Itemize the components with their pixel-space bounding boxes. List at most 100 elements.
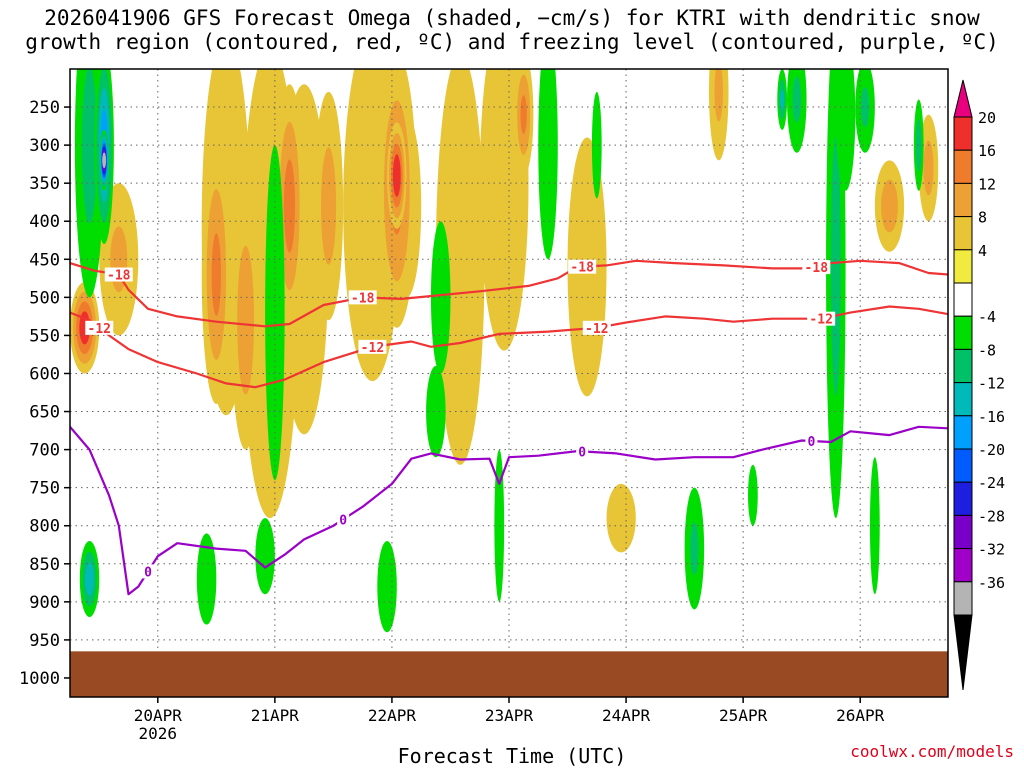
- omega-cell: [377, 540, 397, 633]
- contour-label: 0: [808, 435, 816, 450]
- omega-contour-fill: [538, 69, 558, 260]
- ground-layer: [70, 651, 948, 697]
- colorbar-label: 16: [978, 142, 996, 160]
- omega-contour-fill: [923, 140, 934, 196]
- x-tick-label: 24APR: [602, 706, 651, 725]
- contour-label: 0: [339, 513, 347, 528]
- omega-cell: [255, 518, 275, 595]
- omega-cell: [874, 160, 905, 252]
- colorbar-swatch: [953, 348, 973, 384]
- omega-cell: [826, 69, 846, 519]
- omega-cell: [313, 91, 344, 321]
- omega-cell: [99, 129, 110, 191]
- colorbar-swatch: [953, 548, 973, 583]
- omega-cell: [777, 69, 788, 130]
- contour-label-bg: [582, 320, 611, 335]
- omega-contour-fill: [748, 464, 758, 526]
- y-tick-label: 500: [29, 288, 60, 308]
- omega-contour-fill: [860, 87, 870, 127]
- colorbar-swatch: [953, 216, 973, 251]
- omega-shading: [70, 69, 939, 633]
- contour-label-bg: [358, 339, 387, 354]
- colorbar-label: -32: [978, 541, 1005, 559]
- y-axis: 250 300 350 400 450 500 550 600 650 700 750 800 850 9…: [19, 98, 70, 689]
- colorbar-label: 20: [978, 109, 996, 127]
- omega-contour-fill: [830, 137, 841, 397]
- omega-contour-fill: [320, 147, 337, 265]
- colorbar-swatch: [953, 448, 973, 483]
- omega-cell: [70, 282, 100, 374]
- y-tick-label: 650: [29, 403, 60, 423]
- omega-contour-fill: [690, 522, 699, 575]
- y-tick-label: 600: [29, 364, 60, 384]
- contour-label-bg: [802, 260, 831, 275]
- contour-label: -18: [805, 261, 829, 276]
- contour-label-bg: [348, 290, 377, 305]
- colorbar-swatch: [953, 249, 973, 284]
- x-tick-label: 21APR: [251, 706, 300, 725]
- omega-contour-fill: [435, 69, 485, 465]
- omega-cell: [869, 457, 880, 595]
- colorbar-swatch: [953, 481, 973, 516]
- colorbar-swatch: [953, 315, 973, 350]
- credit-text: coolwx.com/models: [850, 742, 1014, 761]
- contour-label-bg: [142, 564, 155, 579]
- y-tick-label: 1000: [19, 669, 60, 689]
- colorbar-top-arrow: [953, 79, 973, 118]
- contour-label: -12: [361, 341, 384, 356]
- y-tick-label: 750: [29, 479, 60, 499]
- omega-cell: [708, 69, 729, 161]
- omega-cell: [435, 69, 485, 465]
- colorbar-bottom-arrow: [953, 614, 973, 691]
- omega-contour-fill: [102, 152, 107, 169]
- contour-label-bg: [104, 267, 133, 282]
- omega-contour-fill: [196, 533, 217, 625]
- colorbar-label: -36: [978, 574, 1005, 592]
- colorbar-swatch: [953, 116, 973, 151]
- omega-contour-fill: [869, 457, 880, 595]
- omega-contour-fill: [265, 145, 285, 481]
- omega-contour-fill: [591, 91, 602, 199]
- y-tick-label: 850: [29, 555, 60, 575]
- colorbar-label: -4: [978, 308, 996, 326]
- omega-contour-fill: [81, 69, 98, 224]
- colorbar-label: -24: [978, 474, 1005, 492]
- y-tick-label: 400: [29, 212, 60, 232]
- contour-label-bg: [568, 259, 597, 274]
- omega-cell: [430, 221, 451, 374]
- y-tick-label: 550: [29, 326, 60, 346]
- contour-label: -12: [88, 322, 111, 337]
- y-tick-label: 450: [29, 250, 60, 270]
- omega-cell: [538, 69, 558, 260]
- x-tick-label: 26APR: [836, 706, 885, 725]
- omega-cell: [265, 145, 285, 481]
- colorbar-swatch: [953, 282, 973, 317]
- omega-cell: [855, 69, 875, 153]
- omega-cell: [196, 533, 217, 625]
- colorbar-label: 8: [978, 209, 987, 227]
- contour-label-bg: [85, 320, 114, 335]
- omega-contour-fill: [255, 518, 275, 595]
- chart-title-line-1: 2026041906 GFS Forecast Omega (shaded, −…: [44, 6, 980, 30]
- x-tick-label: 25APR: [719, 706, 768, 725]
- omega-cell: [426, 365, 446, 458]
- omega-contour-fill: [85, 562, 94, 596]
- omega-contour-fill: [283, 159, 296, 253]
- omega-contour-fill: [237, 245, 255, 395]
- omega-cell: [913, 99, 924, 191]
- omega-cell: [591, 91, 602, 199]
- omega-cell: [918, 114, 939, 222]
- contour-label-bg: [807, 311, 836, 326]
- contour-label: 0: [144, 565, 152, 580]
- omega-contour-fill: [606, 483, 636, 553]
- omega-cell: [513, 69, 534, 176]
- omega-contour-fill: [780, 89, 785, 110]
- y-tick-label: 700: [29, 441, 60, 461]
- colorbar-swatch: [953, 182, 973, 218]
- contour-label: -12: [809, 313, 832, 328]
- ground-fill: [70, 651, 948, 697]
- omega-cell: [230, 190, 261, 450]
- omega-contour-fill: [211, 233, 222, 316]
- colorbar-label: -8: [978, 341, 996, 359]
- colorbar-swatch: [953, 415, 973, 450]
